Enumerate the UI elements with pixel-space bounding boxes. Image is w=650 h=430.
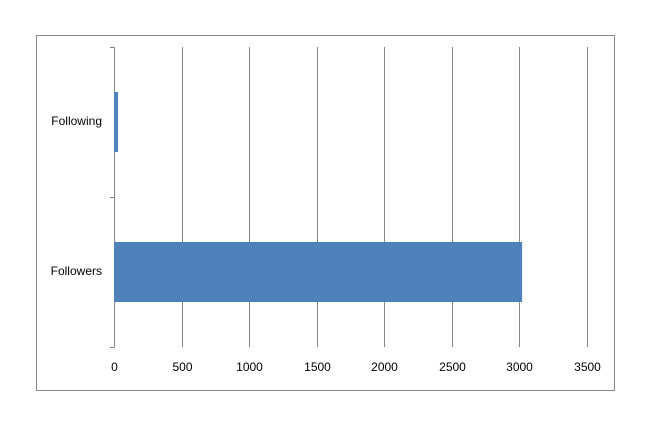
x-tick-label: 2500: [439, 360, 466, 374]
x-tick-label: 0: [111, 360, 118, 374]
chart-border: [36, 35, 615, 391]
y-tick-label: Followers: [51, 264, 102, 278]
x-tick-label: 2000: [371, 360, 398, 374]
bar: [114, 242, 523, 302]
x-tick-label: 1000: [236, 360, 263, 374]
bar: [114, 92, 119, 152]
x-tick-label: 1500: [304, 360, 331, 374]
x-tick-label: 3000: [506, 360, 533, 374]
x-tick-label: 3500: [574, 360, 601, 374]
x-tick-label: 500: [172, 360, 192, 374]
y-tick-label: Following: [51, 114, 102, 128]
